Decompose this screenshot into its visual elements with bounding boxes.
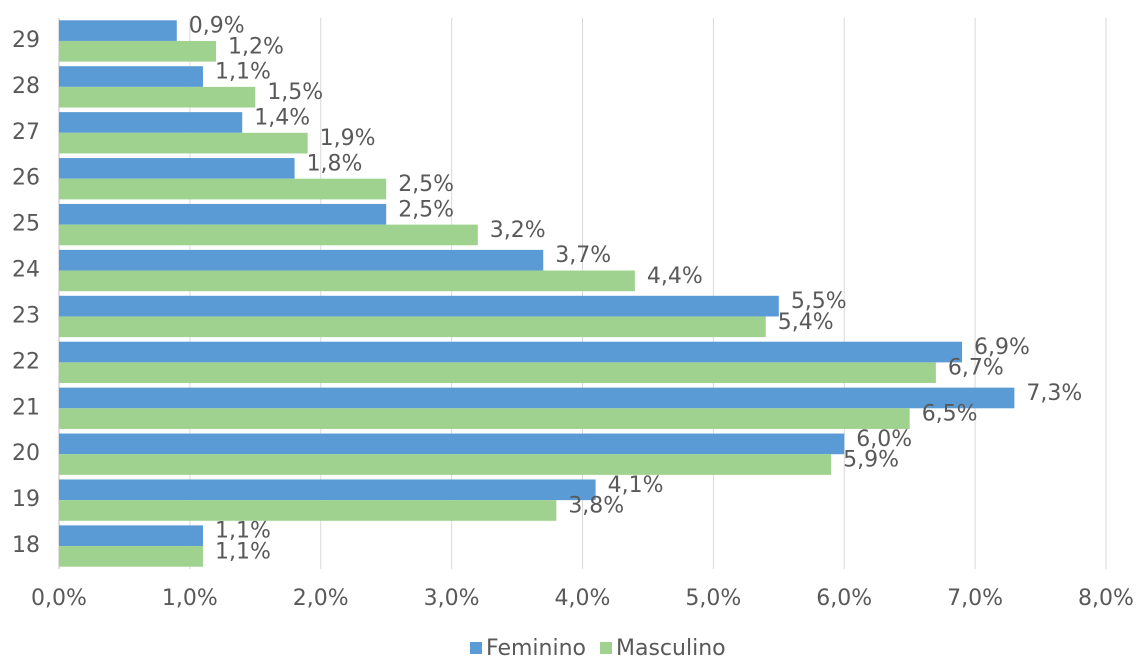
bar	[59, 433, 845, 455]
bar	[59, 132, 308, 154]
y-tick-label: 28	[12, 74, 40, 99]
value-label: 6,9%	[974, 335, 1030, 360]
bar	[59, 546, 203, 567]
value-label: 3,8%	[568, 493, 624, 518]
value-label: 3,2%	[490, 218, 546, 243]
y-tick-label: 19	[12, 487, 40, 512]
y-tick-label: 21	[12, 395, 40, 420]
y-tick-label: 26	[12, 166, 40, 191]
bar	[59, 66, 203, 87]
y-tick-label: 25	[12, 212, 40, 237]
value-label: 4,4%	[647, 264, 703, 289]
y-tick-label: 27	[12, 120, 40, 145]
bar	[59, 341, 963, 363]
bar	[59, 158, 295, 179]
y-tick-label: 29	[12, 28, 40, 53]
bar	[59, 203, 387, 225]
x-tick-label: 0,0%	[31, 586, 87, 611]
bar	[59, 20, 177, 41]
value-label: 1,1%	[215, 60, 271, 85]
x-tick-label: 5,0%	[685, 586, 741, 611]
bar	[59, 387, 1015, 409]
bar	[59, 408, 910, 429]
value-label: 7,3%	[1026, 381, 1082, 406]
bar	[59, 178, 387, 200]
value-label: 6,5%	[922, 402, 978, 427]
value-label: 5,9%	[843, 448, 899, 473]
x-tick-label: 1,0%	[162, 586, 218, 611]
bar	[59, 224, 478, 246]
bar	[59, 249, 544, 271]
value-label: 1,4%	[254, 105, 310, 130]
legend-swatch	[600, 642, 612, 654]
y-tick-label: 24	[12, 258, 40, 283]
bar	[59, 454, 832, 475]
value-label: 0,9%	[189, 14, 245, 39]
legend-label: Feminino	[486, 636, 586, 657]
y-tick-label: 23	[12, 303, 40, 328]
bar	[59, 270, 635, 292]
value-label: 2,5%	[398, 172, 454, 197]
value-label: 4,1%	[608, 473, 664, 498]
value-label: 1,8%	[307, 151, 363, 176]
legend-label: Masculino	[616, 636, 726, 657]
x-tick-label: 6,0%	[816, 586, 872, 611]
x-tick-label: 8,0%	[1078, 586, 1134, 611]
x-tick-label: 3,0%	[424, 586, 480, 611]
bar	[59, 86, 256, 108]
y-tick-label: 22	[12, 349, 40, 374]
value-label: 5,5%	[791, 289, 847, 314]
legend-swatch	[470, 642, 482, 654]
value-label: 1,1%	[215, 519, 271, 544]
value-label: 2,5%	[398, 197, 454, 222]
bar	[59, 362, 936, 384]
value-label: 3,7%	[555, 243, 611, 268]
y-tick-label: 20	[12, 441, 40, 466]
value-label: 5,4%	[778, 310, 834, 335]
bar	[59, 316, 766, 338]
value-label: 1,9%	[320, 126, 376, 151]
bar	[59, 112, 243, 133]
bar	[59, 295, 779, 317]
bar	[59, 525, 203, 547]
value-label: 6,7%	[948, 356, 1004, 381]
value-label: 1,5%	[267, 80, 323, 105]
y-tick-label: 18	[12, 533, 40, 558]
bar	[59, 500, 557, 521]
value-label: 1,1%	[215, 539, 271, 564]
bar	[59, 479, 596, 501]
bar	[59, 40, 217, 62]
value-label: 1,2%	[228, 34, 284, 59]
x-tick-label: 4,0%	[555, 586, 611, 611]
x-tick-label: 2,0%	[293, 586, 349, 611]
value-label: 6,0%	[856, 427, 912, 452]
x-tick-label: 7,0%	[947, 586, 1003, 611]
